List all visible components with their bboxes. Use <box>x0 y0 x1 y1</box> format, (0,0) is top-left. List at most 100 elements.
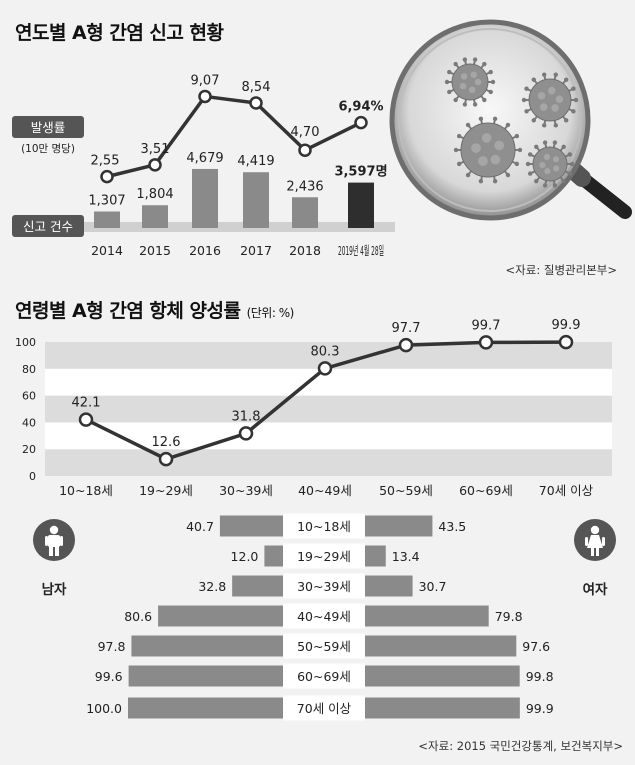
virus-particle <box>451 63 489 101</box>
virus-spike-tip <box>571 86 576 91</box>
age-label-cell <box>283 603 365 629</box>
y-tick-label: 40 <box>22 416 36 429</box>
male-value-label: 97.8 <box>98 639 126 654</box>
bar-value-label: 1,307 <box>88 194 125 209</box>
age-label-cell <box>283 663 365 689</box>
incidence-value-label: 9,07 <box>191 73 220 88</box>
virus-spike-tip <box>492 178 498 184</box>
seropositivity-value-label: 12.6 <box>152 435 181 450</box>
age-label: 70세 이상 <box>297 701 352 716</box>
male-value-label: 80.6 <box>124 609 152 624</box>
virus-spike-tip <box>534 179 539 184</box>
virus-spike-tip <box>453 61 458 67</box>
virus-texture <box>490 154 501 165</box>
virus-spike-tip <box>478 178 484 184</box>
virus-spike-tip <box>553 72 558 77</box>
age-label-cell <box>283 543 365 569</box>
male-legend-label: 남자 <box>42 581 67 598</box>
virus-spike-tip <box>524 109 529 114</box>
virus-spike-tip <box>531 77 536 82</box>
female-bar <box>365 635 517 657</box>
female-bar <box>365 575 413 597</box>
legend-rate-unit: (10만 명당) <box>21 143 75 155</box>
female-value-label: 13.4 <box>392 549 420 564</box>
virus-texture <box>478 156 488 166</box>
male-value-label: 100.0 <box>86 701 122 716</box>
age-label-cell <box>283 633 365 659</box>
bar-2018 <box>292 197 318 228</box>
seropositivity-point <box>238 426 254 441</box>
virus-texture <box>474 78 482 86</box>
virus-spike-tip <box>552 183 558 188</box>
virus-spike-tip <box>456 161 462 167</box>
seropositivity-value-label: 80.3 <box>311 344 340 359</box>
chart2: 0 20 40 60 80 100 42.1 12.6 31.8 80.3 97.7 99.7 99.9… <box>15 318 612 498</box>
virus-spike-tip <box>527 152 533 157</box>
seropositivity-point <box>398 337 414 353</box>
legend-count-label: 신고 건수 <box>23 219 73 234</box>
virus-spike-tip <box>447 89 452 95</box>
virus-texture <box>471 143 481 153</box>
bar-value-label: 4,419 <box>237 154 274 169</box>
virus-spike-tip <box>482 97 487 103</box>
virus-spike-tip <box>534 144 539 149</box>
virus-particle <box>460 122 516 178</box>
seropositivity-value-label: 31.8 <box>232 409 261 424</box>
virus-texture <box>553 165 560 172</box>
female-value-label: 79.8 <box>495 609 523 624</box>
chart2-title: 연령별 A형 간염 항체 양성률 (단위: %) <box>15 296 294 323</box>
male-bar <box>128 697 283 719</box>
chart3: 10~18세 40.7 43.5 19~29세 12.0 13.4 30~39세 32.8 30… <box>42 513 608 721</box>
virus-spike-tip <box>567 171 573 176</box>
magnifier-virus-illustration <box>389 19 632 221</box>
female-bar <box>365 515 433 537</box>
virus-spike-tip <box>488 89 493 95</box>
incidence-value-label: 3,51 <box>141 142 170 157</box>
incidence-value-label: 8,54 <box>242 80 271 95</box>
virus-spike-tip <box>552 140 558 145</box>
baseline-band <box>75 222 395 232</box>
female-value-label: 43.5 <box>438 519 466 534</box>
male-bar <box>128 665 283 687</box>
virus-spike-tip <box>569 161 575 167</box>
virus-texture <box>544 168 551 175</box>
male-bar <box>158 605 283 627</box>
virus-spike-tip <box>462 57 468 62</box>
virus-texture <box>539 103 548 111</box>
seropositivity-value-label: 42.1 <box>72 396 101 411</box>
legend-count-tag <box>12 215 84 237</box>
virus-spike-tip <box>561 144 566 149</box>
virus-texture <box>494 140 505 151</box>
incidence-value-label: 2,55 <box>91 154 120 169</box>
virus-texture <box>552 156 559 163</box>
virus-spike-tip <box>542 140 548 145</box>
age-label-cell <box>283 513 365 539</box>
virus-spike-tip <box>447 69 452 75</box>
female-value-label: 30.7 <box>419 579 447 594</box>
virus-spike-tip <box>490 79 496 85</box>
virus-texture <box>459 82 467 90</box>
female-bar <box>365 697 520 719</box>
virus-texture <box>543 153 550 161</box>
virus-texture <box>470 71 478 79</box>
virus-spike-tip <box>465 122 471 128</box>
chart2-title-text: 연령별 A형 간염 항체 양성률 <box>15 300 241 322</box>
y-tick-label: 20 <box>22 443 36 456</box>
chart1: 1,307 1,804 4,679 4,419 2,436 3,597명 2,55 3,51 9… <box>12 73 395 258</box>
x-tick-label: 10~18세 <box>59 483 113 498</box>
seropositivity-point <box>558 334 574 350</box>
male-value-label: 32.8 <box>198 579 226 594</box>
grid-band <box>45 449 612 476</box>
legend-rate-label: 발생률 <box>31 120 66 135</box>
incidence-point <box>148 158 162 172</box>
virus-texture <box>460 73 468 80</box>
virus-particle <box>532 146 568 182</box>
virus-spike-tip <box>524 86 529 91</box>
virus-spike-tip <box>472 102 478 107</box>
virus-spike-tip <box>531 118 536 123</box>
age-label: 50~59세 <box>297 639 351 654</box>
seropositivity-value-label: 99.7 <box>472 318 501 333</box>
female-bar <box>365 545 386 567</box>
bar-value-label: 1,804 <box>136 187 173 202</box>
virus-spike-tip <box>542 183 548 188</box>
